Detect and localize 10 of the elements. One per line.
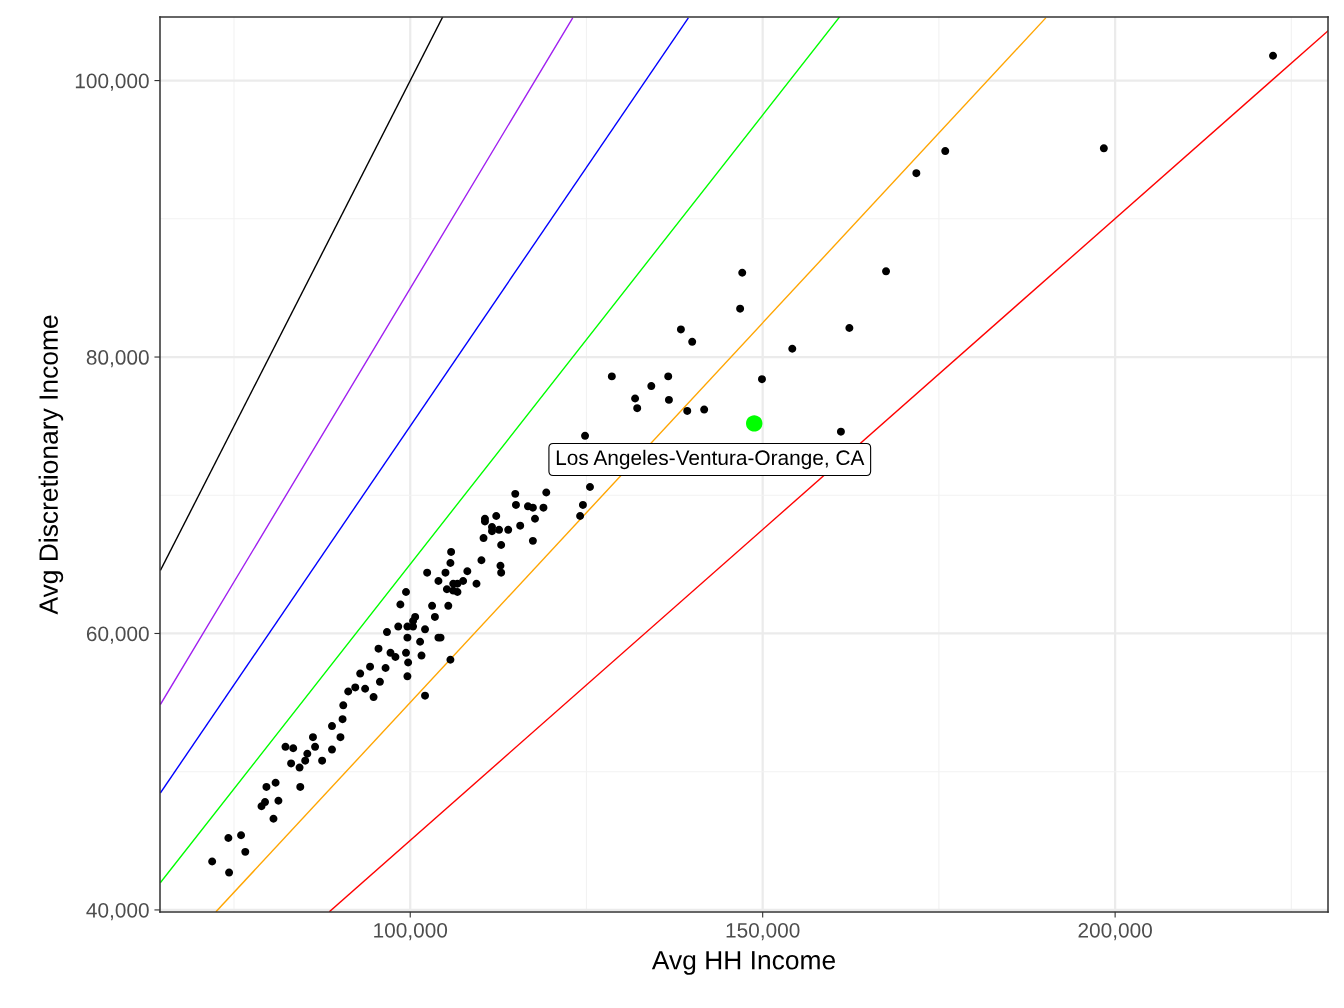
x-tick-label: 200,000 — [1078, 922, 1152, 941]
x-tick-label: 100,000 — [374, 922, 448, 941]
y-tick-label: 80,000 — [86, 350, 149, 368]
y-tick-label: 60,000 — [86, 626, 149, 644]
y-tick-label: 100,000 — [75, 73, 149, 91]
x-tick-label: 150,000 — [726, 922, 800, 941]
y-tick-label: 40,000 — [86, 902, 149, 921]
annotation: Los Angeles-Ventura-Orange, CA — [556, 449, 865, 470]
y-axis-title: Avg Discretionary Income — [38, 315, 64, 615]
x-axis-title: Avg HH Income — [651, 951, 835, 975]
